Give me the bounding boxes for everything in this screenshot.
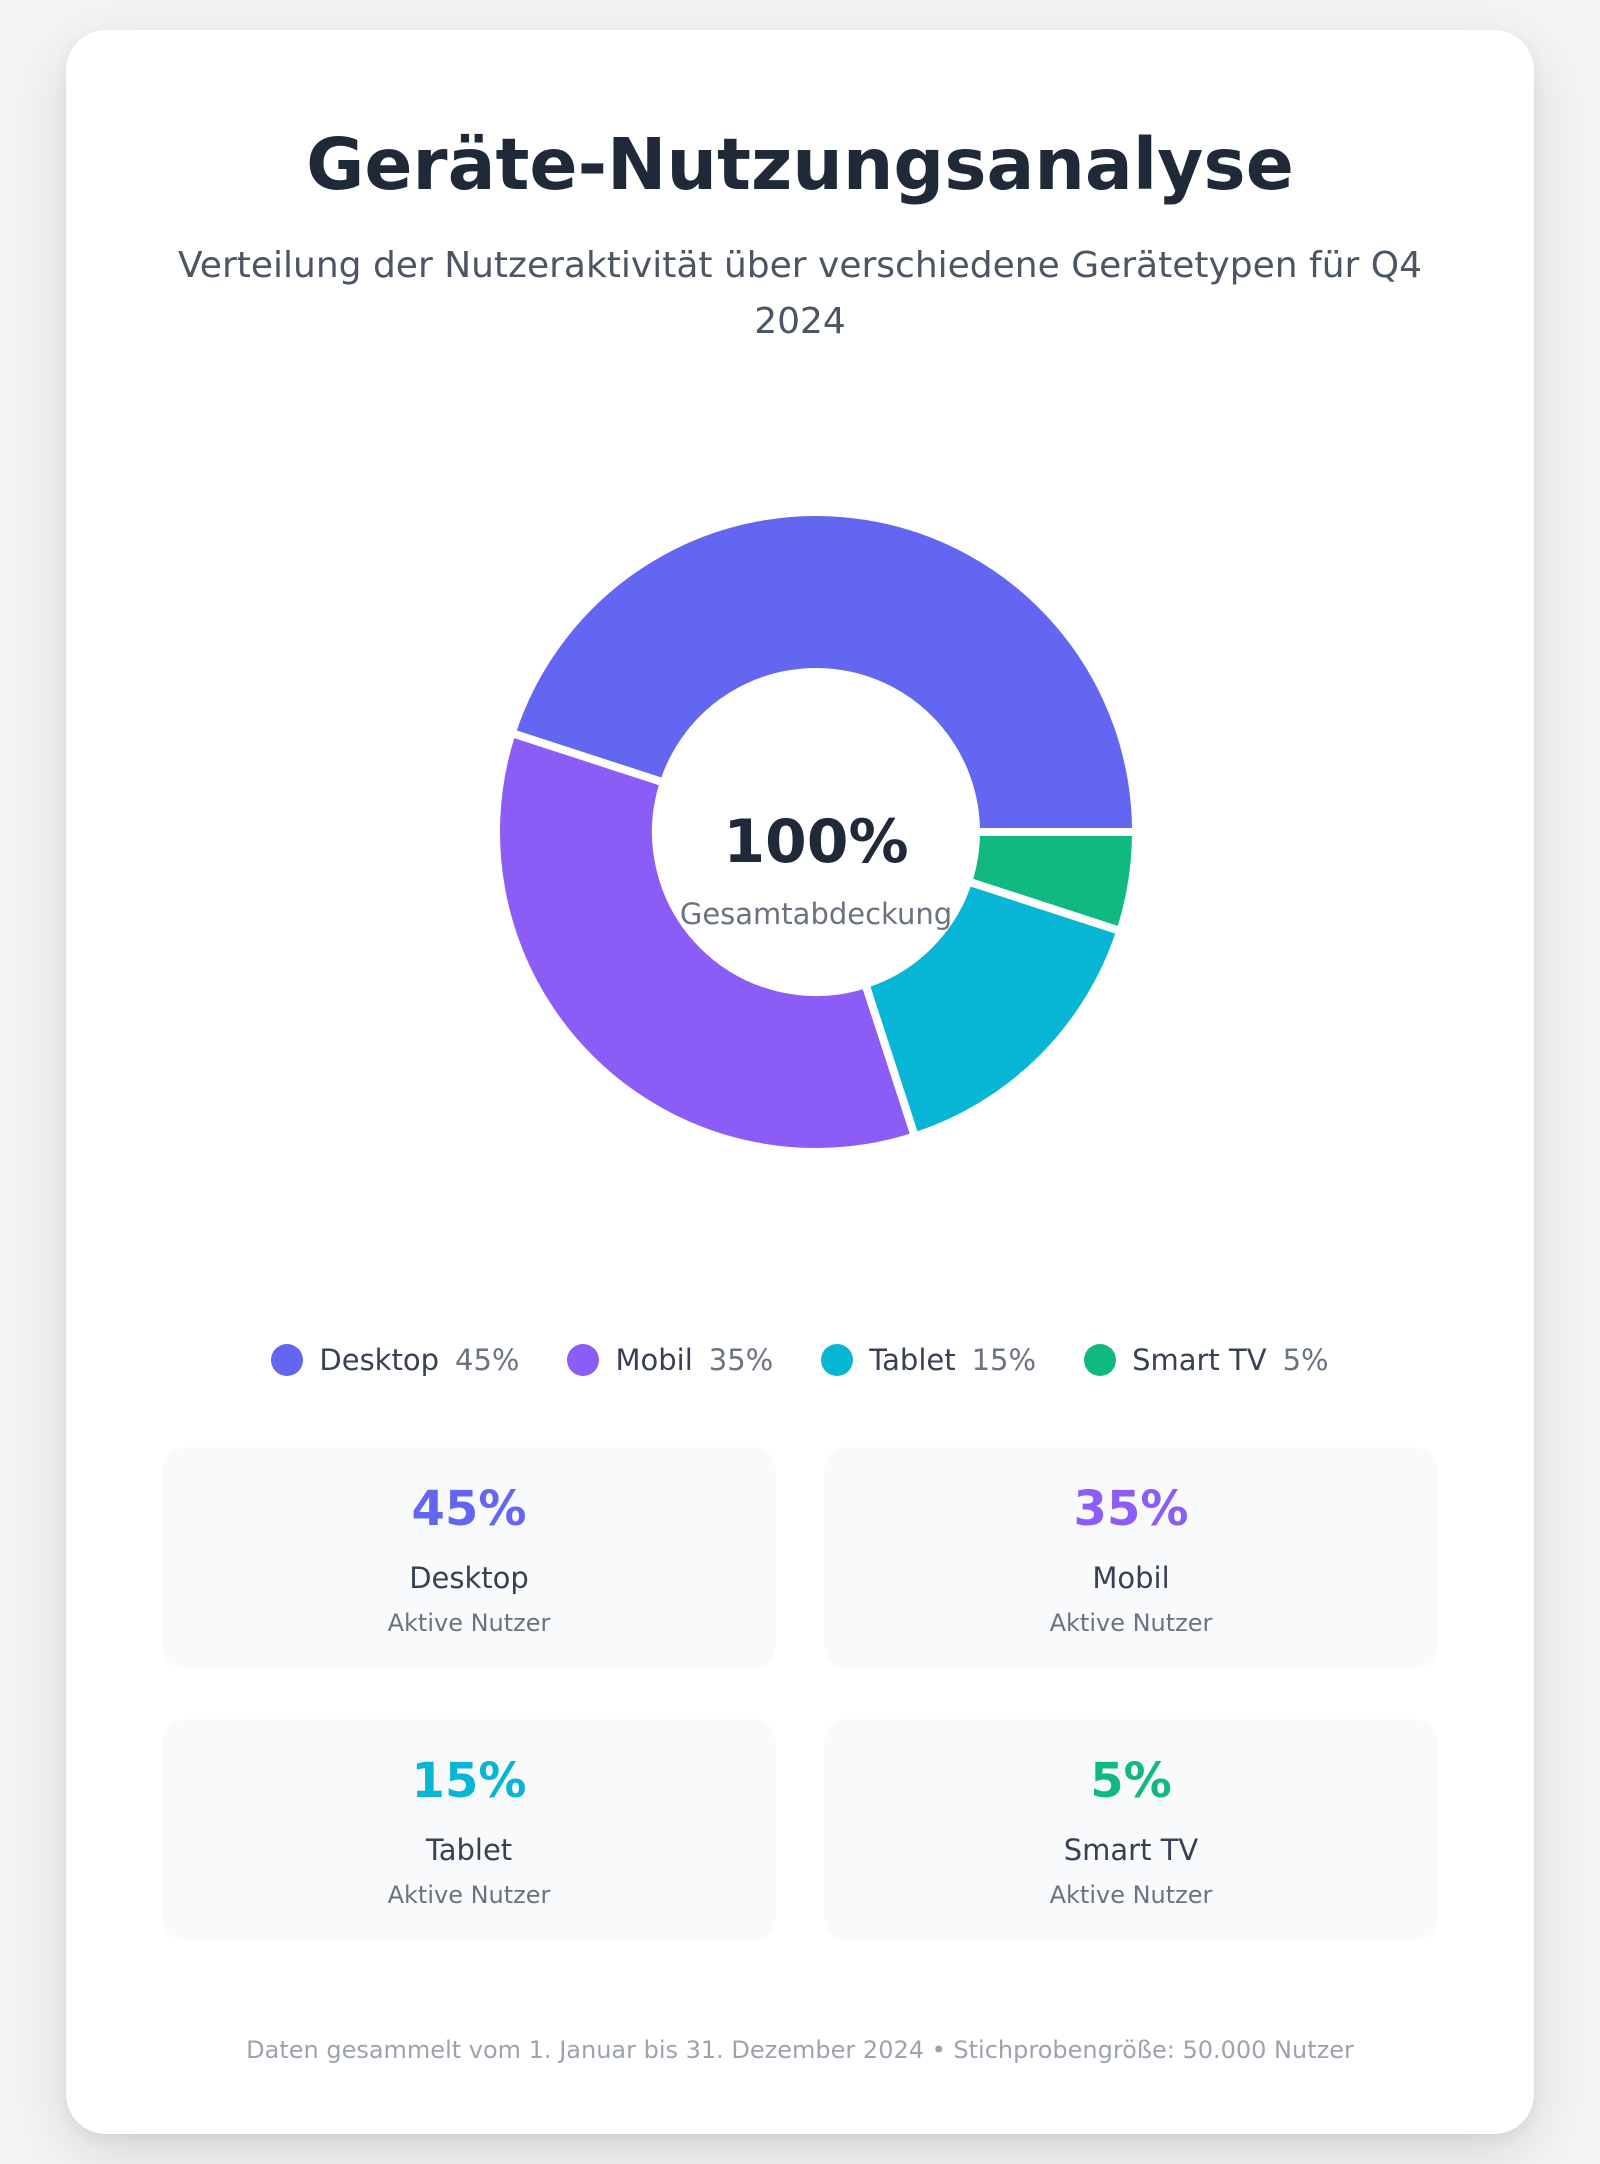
donut-slice-desktop[interactable] (507, 508, 1140, 836)
page-subtitle: Verteilung der Nutzeraktivität über vers… (177, 245, 1423, 342)
stat-sub-smart-tv: Aktive Nutzer (1049, 1881, 1213, 1909)
donut-slice-mobil[interactable] (492, 729, 919, 1156)
legend-item-mobil[interactable]: Mobil 35% (567, 1340, 773, 1380)
footer-note: Daten gesammelt vom 1. Januar bis 31. De… (246, 2036, 1354, 2064)
chart-legend: Desktop 45% Mobil 35% Tablet 15% Smart T… (66, 1340, 1534, 1380)
stat-label-mobil: Mobil (1092, 1561, 1170, 1595)
legend-value-tablet: 15% (971, 1343, 1037, 1377)
legend-value-desktop: 45% (455, 1343, 520, 1377)
stat-card-desktop: 45% Desktop Aktive Nutzer (162, 1447, 776, 1669)
legend-value-smart-tv: 5% (1282, 1343, 1329, 1377)
donut-chart (492, 508, 1140, 1156)
legend-item-desktop[interactable]: Desktop 45% (271, 1340, 519, 1380)
stat-card-smart-tv: 5% Smart TV Aktive Nutzer (824, 1719, 1438, 1941)
stat-label-desktop: Desktop (409, 1561, 529, 1595)
center-total-value: 100% (723, 807, 909, 877)
legend-label-mobil: Mobil (615, 1343, 693, 1377)
chart-card: Geräte-Nutzungsanalyse Verteilung der Nu… (66, 30, 1534, 2134)
stat-card-tablet: 15% Tablet Aktive Nutzer (162, 1719, 776, 1941)
stat-value-tablet: 15% (411, 1753, 527, 1809)
stat-value-mobil: 35% (1073, 1481, 1189, 1537)
legend-label-smart-tv: Smart TV (1132, 1343, 1267, 1377)
stat-sub-tablet: Aktive Nutzer (387, 1881, 551, 1909)
legend-item-smart-tv[interactable]: Smart TV 5% (1084, 1340, 1329, 1380)
stat-value-desktop: 45% (411, 1481, 527, 1537)
page-title: Geräte-Nutzungsanalyse (306, 123, 1294, 206)
stat-sub-desktop: Aktive Nutzer (387, 1609, 551, 1637)
legend-item-tablet[interactable]: Tablet 15% (821, 1340, 1036, 1380)
stat-card-mobil: 35% Mobil Aktive Nutzer (824, 1447, 1438, 1669)
stat-value-smart-tv: 5% (1090, 1753, 1172, 1809)
legend-dot-tablet (821, 1344, 854, 1376)
legend-value-mobil: 35% (708, 1343, 774, 1377)
legend-dot-smart-tv (1084, 1344, 1117, 1376)
stat-sub-mobil: Aktive Nutzer (1049, 1609, 1213, 1637)
stat-label-smart-tv: Smart TV (1063, 1833, 1199, 1867)
donut-slice-tablet[interactable] (861, 877, 1125, 1141)
legend-label-desktop: Desktop (319, 1343, 439, 1377)
stat-label-tablet: Tablet (425, 1833, 513, 1867)
legend-dot-mobil (567, 1344, 600, 1376)
legend-dot-desktop (271, 1344, 304, 1376)
center-total-label: Gesamtabdeckung (679, 897, 953, 931)
legend-label-tablet: Tablet (869, 1343, 956, 1377)
donut-slice-smart-tv[interactable] (964, 828, 1140, 935)
